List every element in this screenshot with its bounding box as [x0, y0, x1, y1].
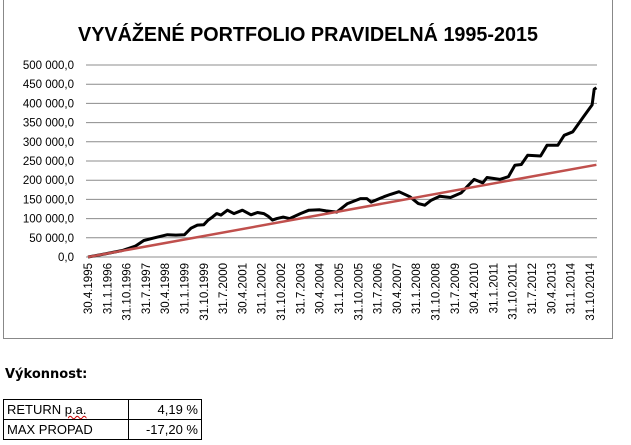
return-label-text: RETURN	[7, 402, 65, 417]
x-tick-label: 30.4.2001	[237, 263, 249, 314]
x-tick-label: 31.10.2005	[353, 263, 365, 321]
x-tick-label: 31.1.1996	[102, 263, 114, 314]
y-tick-label: 450 000,0	[23, 79, 74, 91]
max-drawdown-label: MAX PROPAD	[3, 419, 129, 440]
line-chart: VYVÁŽENÉ PORTFOLIO PRAVIDELNÁ 1995-2015 …	[23, 22, 598, 321]
x-tick-label: 31.1.2005	[334, 263, 346, 314]
table-row: MAX PROPAD -17,20 %	[3, 419, 202, 440]
x-tick-label: 31.7.1997	[141, 263, 153, 314]
y-tick-label: 250 000,0	[23, 156, 74, 168]
x-tick-label: 31.7.2006	[373, 263, 385, 314]
x-tick-label: 31.1.1999	[180, 263, 192, 314]
x-tick-label: 30.4.2007	[392, 263, 404, 314]
return-label: RETURN p.a.	[3, 399, 129, 420]
x-tick-label: 31.10.2008	[430, 263, 442, 321]
x-tick-label: 30.4.2013	[546, 263, 558, 314]
return-value: 4,19 %	[128, 399, 202, 420]
x-tick-label: 31.7.2009	[450, 263, 462, 314]
y-tick-label: 200 000,0	[23, 175, 74, 187]
performance-table: RETURN p.a. 4,19 % MAX PROPAD -17,20 %	[3, 399, 202, 440]
x-tick-label: 31.7.2003	[295, 263, 307, 314]
y-tick-label: 50 000,0	[29, 233, 74, 245]
x-tick-label: 31.10.1999	[199, 263, 211, 321]
x-tick-label: 31.7.2000	[218, 263, 230, 314]
x-tick-label: 31.1.2011	[488, 263, 500, 313]
performance-title: Výkonnost:	[5, 367, 88, 382]
y-tick-label: 500 000,0	[23, 60, 74, 72]
x-tick-label: 30.4.2010	[469, 263, 481, 314]
y-tick-label: 400 000,0	[23, 98, 74, 110]
y-tick-label: 300 000,0	[23, 137, 74, 149]
x-tick-label: 31.1.2014	[566, 262, 578, 314]
y-tick-label: 100 000,0	[23, 214, 74, 226]
x-tick-label: 31.1.2008	[411, 263, 423, 314]
series-line-invested	[87, 163, 597, 259]
x-tick-label: 31.10.2011	[508, 263, 520, 320]
x-tick-label: 31.10.1996	[122, 263, 134, 321]
max-drawdown-value: -17,20 %	[128, 419, 202, 440]
x-tick-label: 31.7.2012	[527, 263, 539, 314]
x-tick-label: 30.4.1998	[160, 263, 172, 314]
y-tick-label: 0,0	[58, 252, 74, 264]
series-line-portfolio	[87, 86, 598, 259]
return-label-suffix: p.a.	[64, 402, 87, 417]
chart-title: VYVÁŽENÉ PORTFOLIO PRAVIDELNÁ 1995-2015	[78, 22, 538, 46]
table-row: RETURN p.a. 4,19 %	[3, 399, 202, 420]
y-tick-label: 150 000,0	[23, 194, 74, 206]
x-tick-label: 31.10.2014	[585, 262, 597, 320]
x-tick-label: 30.4.1995	[83, 263, 95, 314]
chart-frame	[3, 0, 613, 339]
x-tick-label: 31.1.2002	[257, 263, 269, 314]
x-tick-label: 30.4.2004	[315, 262, 327, 314]
x-tick-label: 31.10.2002	[276, 263, 288, 321]
y-tick-label: 350 000,0	[23, 118, 74, 130]
